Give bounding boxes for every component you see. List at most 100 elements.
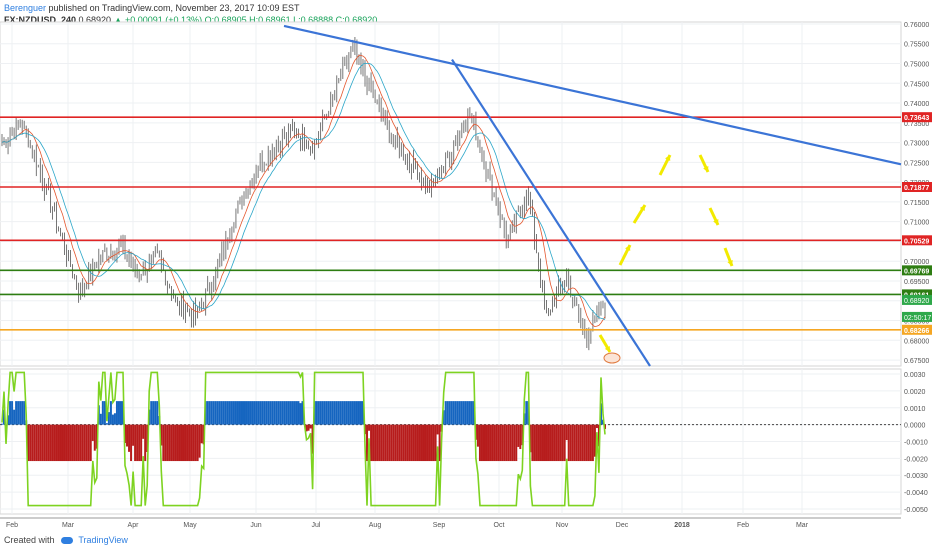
tradingview-brand[interactable]: TradingView <box>78 535 128 545</box>
level-price-tag <box>902 235 932 246</box>
osc-bar <box>105 423 108 425</box>
osc-bar <box>55 424 58 462</box>
osc-bar <box>420 424 423 462</box>
osc-bar <box>263 401 266 425</box>
osc-bar <box>160 424 163 446</box>
osc-bar <box>553 424 556 462</box>
published-text: published on TradingView.com, November 2… <box>48 3 300 13</box>
osc-bar <box>174 424 177 462</box>
osc-bar <box>93 424 96 451</box>
osc-bar <box>368 424 371 431</box>
osc-bar <box>243 401 246 425</box>
price-tick-label: 0.72500 <box>904 160 929 167</box>
osc-bar <box>468 401 471 425</box>
time-tick-label: Feb <box>737 522 749 529</box>
osc-bar <box>341 401 344 425</box>
osc-bar <box>19 401 22 425</box>
osc-bar <box>507 424 510 462</box>
price-tick-label: 0.68500 <box>904 319 929 326</box>
price-tick-label: 0.69500 <box>904 279 929 286</box>
osc-bar <box>551 424 554 462</box>
osc-bar <box>595 424 598 429</box>
osc-bar <box>180 424 183 462</box>
osc-bar <box>426 424 429 462</box>
osc-bar <box>456 401 459 425</box>
osc-tick-label: 0.0030 <box>904 372 926 379</box>
osc-bar <box>585 424 588 462</box>
level-price-label: 0.69769 <box>904 268 929 275</box>
author-link[interactable]: Berenguer <box>4 3 47 13</box>
osc-bar <box>132 424 135 446</box>
osc-bar <box>545 424 548 462</box>
created-with-text: Created with <box>4 535 55 545</box>
osc-bar <box>493 424 496 462</box>
symbol-label[interactable]: FX:NZDUSD, 240 <box>4 15 77 25</box>
ohlc-values: O:0.68905 H:0.68961 L:0.68888 C:0.68920 <box>204 15 378 25</box>
osc-bar <box>525 401 528 425</box>
osc-bar <box>287 401 290 425</box>
osc-bar <box>279 401 282 425</box>
osc-bar <box>319 401 322 425</box>
yellow-arrow-head <box>727 260 733 266</box>
osc-bar <box>485 424 488 462</box>
osc-bar <box>458 401 461 425</box>
osc-bar <box>317 401 320 425</box>
time-tick-label: Nov <box>556 522 569 529</box>
level-price-tag <box>902 289 932 300</box>
osc-bar <box>331 401 334 425</box>
osc-bar <box>499 424 502 462</box>
osc-bar <box>146 424 149 453</box>
osc-bar <box>253 401 256 425</box>
osc-bar <box>434 424 437 462</box>
osc-bar <box>323 401 326 425</box>
footer: Created with TradingView <box>4 535 128 545</box>
osc-bar <box>587 424 590 462</box>
osc-bar <box>557 424 560 462</box>
osc-bar <box>315 401 318 425</box>
osc-bar <box>33 424 36 462</box>
osc-bar <box>247 401 250 425</box>
price-tick-label: 0.68000 <box>904 338 929 345</box>
osc-bar <box>200 424 203 444</box>
osc-bar <box>220 401 223 425</box>
osc-bar <box>198 424 201 458</box>
osc-bar <box>234 401 237 425</box>
time-tick-label: 2018 <box>674 522 690 529</box>
osc-bar <box>41 424 44 462</box>
osc-bar <box>45 424 48 462</box>
osc-bar <box>190 424 193 462</box>
osc-bar <box>1 423 3 425</box>
osc-bar <box>476 424 479 447</box>
yellow-arrow-head <box>665 155 671 161</box>
osc-bar <box>593 424 596 457</box>
osc-bar <box>519 424 522 450</box>
osc-bar <box>378 424 381 462</box>
osc-bar <box>51 424 54 462</box>
price-pane <box>0 21 902 367</box>
osc-bar <box>370 424 373 462</box>
osc-bar <box>166 424 169 462</box>
yellow-arrow-head <box>604 346 610 352</box>
osc-bar <box>446 401 449 425</box>
osc-bar <box>277 401 280 425</box>
osc-tick-label: -0.0010 <box>904 440 928 447</box>
osc-bar <box>216 401 219 425</box>
current-price-tag <box>902 294 932 305</box>
time-tick-label: Mar <box>796 522 809 529</box>
osc-bar <box>335 401 338 425</box>
osc-bar <box>388 424 391 462</box>
price-tick-label: 0.71500 <box>904 200 929 207</box>
oscillator-line <box>1 371 606 507</box>
osc-bar <box>577 424 580 462</box>
osc-bar <box>432 424 435 462</box>
osc-bar <box>422 424 425 462</box>
osc-tick-label: -0.0020 <box>904 456 928 463</box>
osc-bar <box>162 424 165 462</box>
osc-bar <box>505 424 508 462</box>
osc-bar <box>424 424 427 462</box>
osc-bar <box>442 410 445 425</box>
moving-average-line <box>1 62 606 320</box>
osc-bar <box>261 401 264 425</box>
osc-bar <box>144 424 147 462</box>
